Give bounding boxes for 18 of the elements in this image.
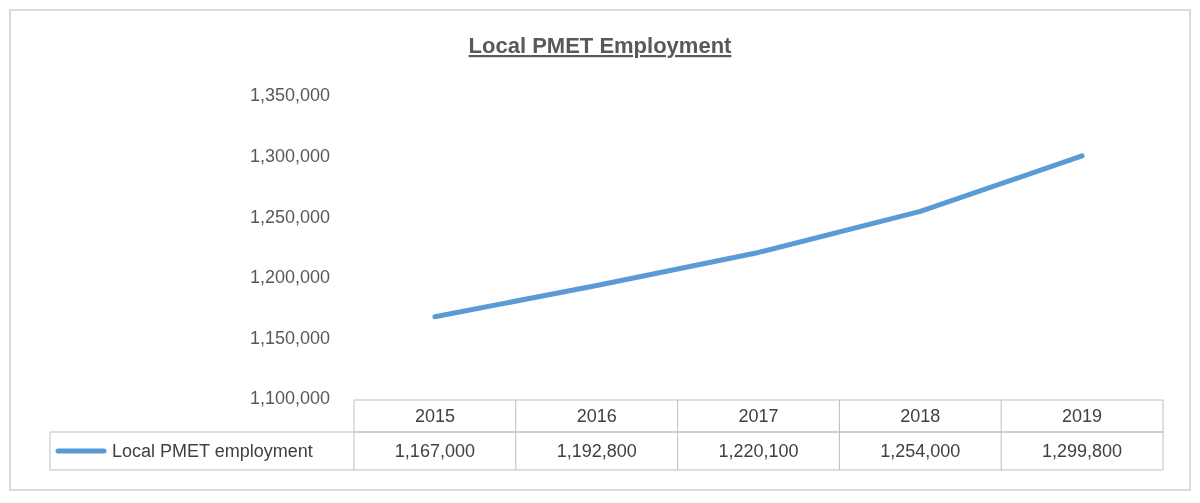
data-label: 1,254,000 bbox=[880, 441, 961, 462]
y-tick-label: 1,200,000 bbox=[249, 267, 330, 288]
legend-label: Local PMET employment bbox=[112, 441, 313, 462]
x-tick-label: 2017 bbox=[738, 406, 779, 427]
chart-title: Local PMET Employment bbox=[468, 33, 733, 58]
y-tick-label: 1,150,000 bbox=[249, 327, 330, 348]
x-tick-label: 2019 bbox=[1062, 406, 1103, 427]
y-tick-label: 1,100,000 bbox=[249, 388, 330, 409]
data-label: 1,220,100 bbox=[718, 441, 799, 462]
x-tick-label: 2016 bbox=[576, 406, 617, 427]
x-tick-label: 2018 bbox=[900, 406, 941, 427]
y-tick-label: 1,350,000 bbox=[249, 85, 330, 106]
y-tick-label: 1,250,000 bbox=[249, 206, 330, 227]
x-tick-label: 2015 bbox=[414, 406, 455, 427]
data-label: 1,192,800 bbox=[556, 441, 637, 462]
data-label: 1,299,800 bbox=[1042, 441, 1123, 462]
data-label: 1,167,000 bbox=[394, 441, 475, 462]
y-tick-label: 1,300,000 bbox=[249, 145, 330, 166]
